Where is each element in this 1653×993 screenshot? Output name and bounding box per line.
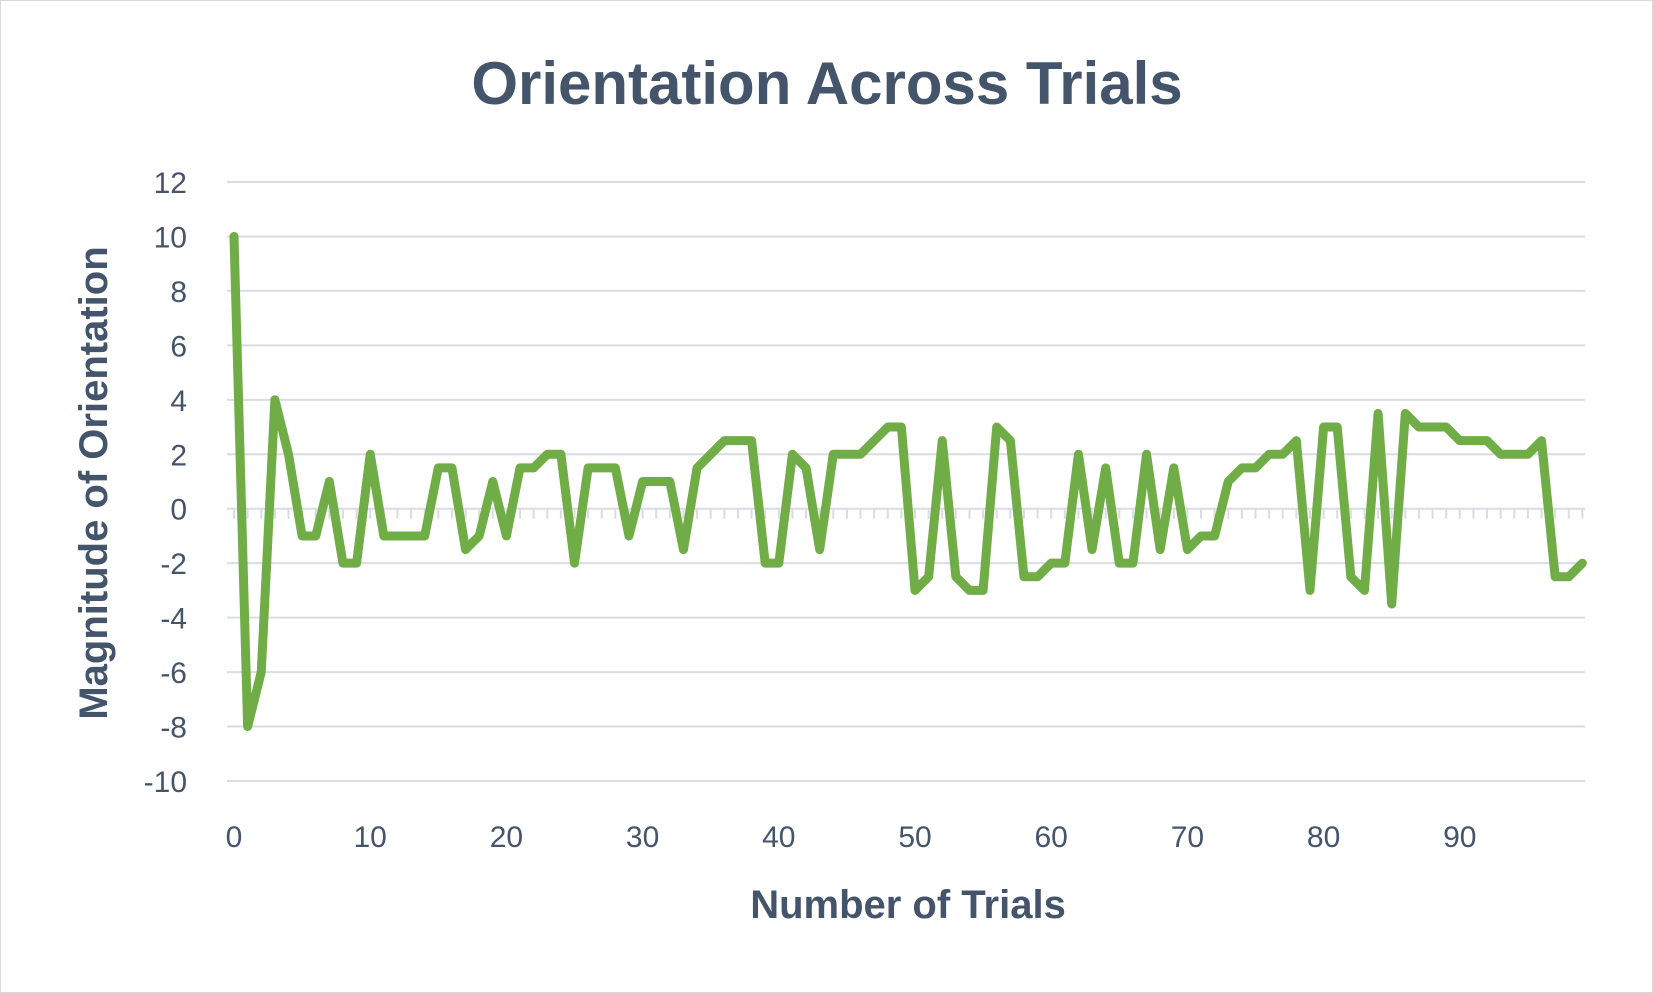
y-axis-tick-labels: 12 10 8 6 4 2 0 -2 -4 -6 -8 -10	[144, 167, 187, 799]
x-tick-label: 50	[898, 821, 931, 854]
y-tick-label: 12	[154, 167, 187, 200]
y-tick-label: -10	[144, 766, 187, 799]
x-tick-label: 20	[490, 821, 523, 854]
y-axis-title: Magnitude of Orientation	[72, 246, 116, 719]
y-tick-label: -6	[160, 657, 187, 690]
chart-title: Orientation Across Trials	[471, 50, 1182, 117]
x-tick-label: 90	[1443, 821, 1476, 854]
series-line	[229, 231, 1587, 732]
x-tick-label: 70	[1171, 821, 1204, 854]
y-tick-label: 8	[170, 276, 187, 309]
x-tick-label: 30	[626, 821, 659, 854]
x-tick-label: 40	[762, 821, 795, 854]
x-tick-label: 10	[354, 821, 387, 854]
y-tick-label: -2	[160, 548, 187, 581]
y-tick-label: -4	[160, 603, 187, 636]
y-tick-label: 6	[170, 330, 187, 363]
x-tick-label: 0	[226, 821, 243, 854]
y-tick-label: 2	[170, 439, 187, 472]
y-tick-label: -8	[160, 712, 187, 745]
y-tick-label: 10	[154, 221, 187, 254]
x-axis-tick-labels: 0 10 20 30 40 50 60 70 80 90	[226, 821, 1477, 854]
series-group	[229, 231, 1587, 732]
x-tick-label: 60	[1035, 821, 1068, 854]
x-tick-label: 80	[1307, 821, 1340, 854]
y-tick-label: 0	[170, 494, 187, 527]
x-axis-title: Number of Trials	[750, 883, 1066, 927]
y-tick-label: 4	[170, 385, 187, 418]
